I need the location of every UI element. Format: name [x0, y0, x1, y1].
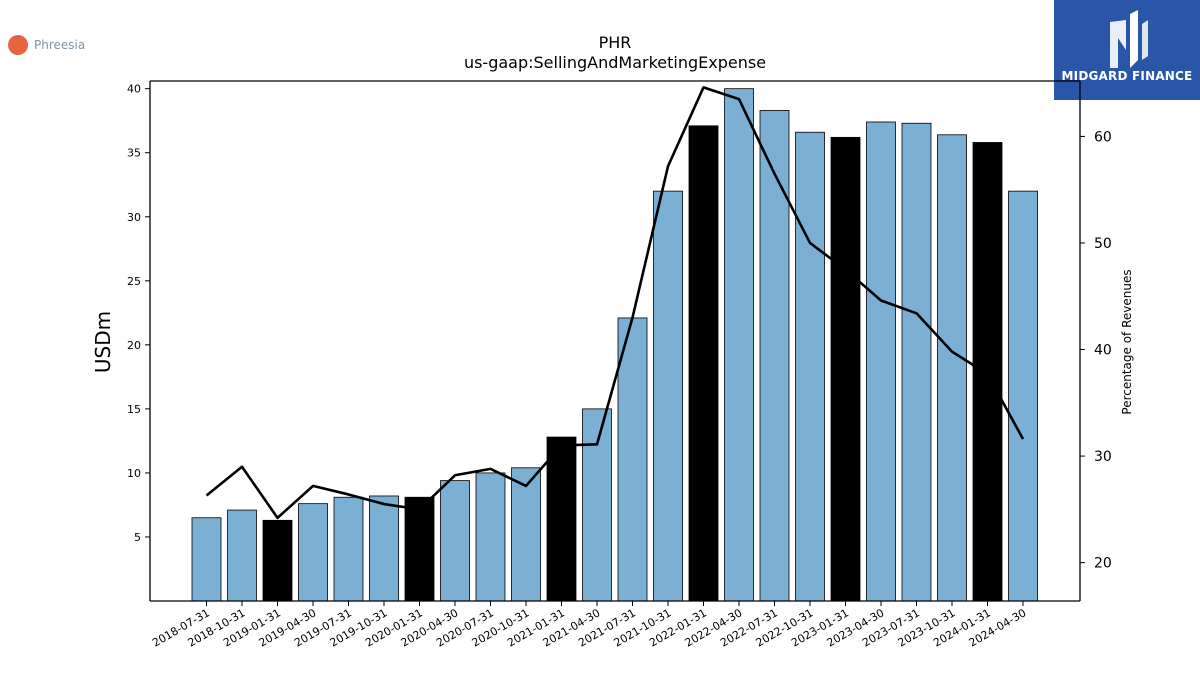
y-tick-label: 35	[127, 147, 141, 160]
brand-logo: MIDGARD FINANCE	[1054, 0, 1200, 100]
bar	[227, 509, 257, 602]
y-tick-label: 15	[127, 403, 141, 416]
bar	[511, 467, 541, 602]
bar	[724, 88, 754, 602]
brand-logo-icon	[1110, 10, 1148, 68]
bar	[475, 472, 506, 602]
y-tick-label: 10	[127, 467, 141, 480]
y2-tick-label: 20	[1094, 556, 1112, 572]
bar	[795, 131, 825, 602]
y2-tick-label: 30	[1094, 449, 1112, 465]
y-tick-label: 20	[127, 339, 141, 352]
bar	[901, 122, 932, 602]
bar	[582, 408, 612, 602]
bar	[972, 142, 1003, 602]
bar	[1008, 190, 1038, 602]
chart-title: PHR	[599, 33, 632, 52]
bar	[440, 480, 470, 602]
brand-logo-name: MIDGARD FINANCE	[1061, 69, 1193, 83]
y-tick-label: 40	[127, 83, 141, 96]
bar	[830, 136, 861, 602]
y-axis-label: USDm	[91, 311, 115, 373]
bar	[688, 125, 719, 602]
bar	[333, 496, 364, 602]
company-logo-icon	[8, 35, 28, 55]
y2-axis-label: Percentage of Revenues	[1120, 269, 1134, 414]
bar	[937, 134, 967, 602]
bar	[653, 190, 683, 602]
bar	[759, 110, 790, 602]
y-tick-label: 30	[127, 211, 141, 224]
bar	[617, 317, 648, 602]
bar	[298, 503, 328, 602]
bar	[404, 496, 435, 602]
plot-area: 51015202530354020304050602018-07-312018-…	[127, 80, 1112, 650]
percentage-line	[205, 86, 1025, 520]
bar	[546, 436, 577, 602]
company-logo-name: Phreesia	[34, 38, 86, 52]
y2-tick-label: 60	[1094, 129, 1112, 145]
chart-subtitle: us-gaap:SellingAndMarketingExpense	[464, 53, 766, 72]
y-tick-label: 5	[134, 531, 141, 544]
bar	[866, 121, 896, 602]
bar	[369, 495, 399, 602]
bar	[191, 517, 222, 602]
y2-tick-label: 50	[1094, 236, 1112, 252]
y-tick-label: 25	[127, 275, 141, 288]
bar	[262, 519, 293, 602]
y2-tick-label: 40	[1094, 343, 1112, 359]
company-logo: Phreesia	[8, 35, 85, 55]
